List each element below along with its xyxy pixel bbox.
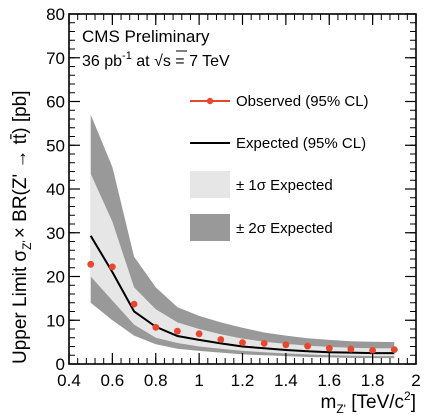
- observed-point: [152, 323, 160, 331]
- observed-point: [195, 330, 203, 338]
- observed-points: [87, 260, 398, 354]
- legend-2sigma-label: ± 2σ Expected: [236, 220, 333, 237]
- x-tick-label: 1: [194, 371, 203, 390]
- y-axis-title: Upper Limit σZ'× BR(Z' → tt̄) [pb]: [10, 90, 34, 364]
- y-tick-label: 20: [46, 268, 65, 287]
- legend-1sigma-label: ± 1σ Expected: [236, 177, 333, 194]
- observed-point: [87, 260, 95, 268]
- x-tick-label: 1.6: [317, 371, 341, 390]
- x-tick-label: 0.6: [101, 371, 125, 390]
- x-tick-label: 0.4: [57, 371, 81, 390]
- x-tick-label: 1.4: [274, 371, 298, 390]
- y-tick-label: 50: [46, 136, 65, 155]
- observed-point: [390, 346, 398, 353]
- y-tick-label: 30: [46, 224, 65, 243]
- x-axis-ticks: 0.4 0.6 0.8 1 1.2 1.4 1.6 1.8 2: [57, 14, 421, 390]
- observed-point: [325, 344, 333, 352]
- observed-point: [109, 263, 116, 271]
- y-tick-label: 60: [46, 93, 65, 112]
- observed-point: [217, 336, 225, 343]
- observed-point: [239, 339, 246, 346]
- expected-line: [89, 235, 395, 355]
- y-tick-label: 40: [46, 180, 65, 199]
- observed-point: [369, 347, 376, 354]
- y-tick-label: 80: [46, 5, 65, 24]
- legend-observed-label: Observed (95% CL): [236, 93, 369, 110]
- x-tick-label: 2: [411, 371, 420, 390]
- legend-2sigma-swatch: [190, 214, 230, 241]
- y-tick-label: 10: [46, 311, 65, 330]
- x-tick-label: 1.2: [231, 371, 255, 390]
- legend-1sigma-swatch: [190, 171, 230, 198]
- header-lumi: 36 pb-1 at √s = 7 TeV: [82, 50, 230, 70]
- legend-expected-label: Expected (95% CL): [236, 135, 366, 152]
- legend-observed-marker: [206, 97, 214, 105]
- data-lines: [89, 235, 395, 355]
- header-title: CMS Preliminary: [82, 27, 210, 46]
- observed-point: [130, 300, 138, 308]
- observed-point: [282, 341, 290, 349]
- x-axis-title: mZ' [TeV/c2]: [321, 389, 417, 416]
- legend: Observed (95% CL) Expected (95% CL) ± 1σ…: [190, 93, 369, 241]
- observed-point: [174, 327, 181, 335]
- x-tick-label: 1.8: [361, 371, 385, 390]
- x-tick-label: 0.8: [144, 371, 168, 390]
- y-axis-ticks: 0 10 20 30 40 50 60 70 80: [46, 5, 416, 374]
- observed-point: [347, 345, 355, 353]
- observed-point: [304, 342, 311, 350]
- observed-point: [260, 340, 268, 347]
- y-tick-label: 0: [56, 355, 65, 374]
- y-tick-label: 70: [46, 49, 65, 68]
